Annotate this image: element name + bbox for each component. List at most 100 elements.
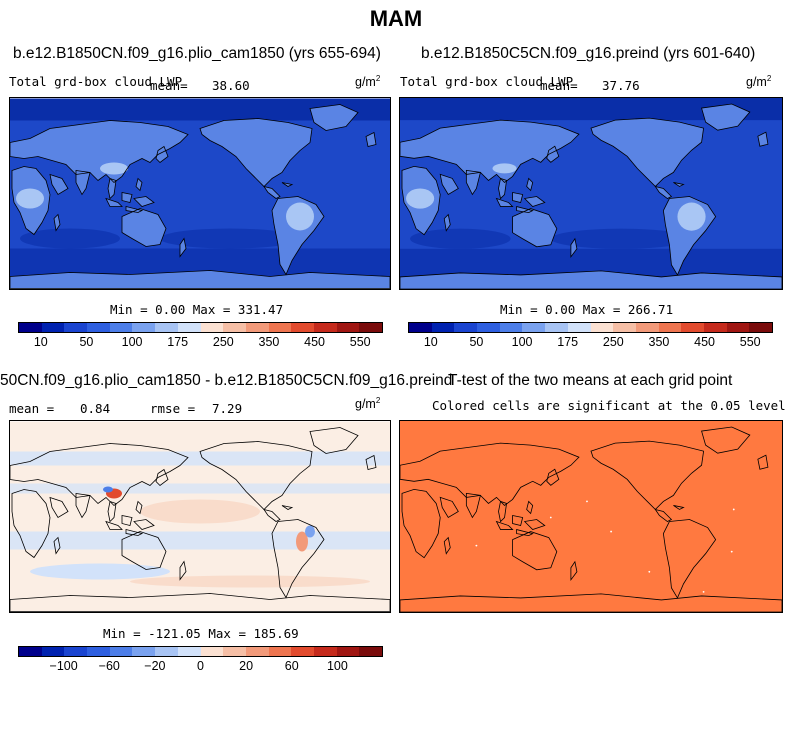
colorbar-box — [477, 323, 500, 332]
panel1-mean-value: 38.60 — [212, 78, 250, 93]
colorbar-tick-label: −60 — [98, 659, 120, 673]
colorbar-tick-label: 350 — [258, 335, 280, 349]
colorbar-box — [109, 647, 133, 656]
panel2-mean-label: mean= — [540, 78, 578, 93]
colorbar-box — [268, 323, 292, 332]
colorbar-box — [336, 647, 360, 656]
panel2-map — [399, 97, 783, 290]
panel2-mean-value: 37.76 — [602, 78, 640, 93]
colorbar-tick-label: 550 — [739, 335, 761, 349]
colorbar-box — [223, 647, 246, 656]
colorbar-box — [41, 323, 65, 332]
colorbar-box — [132, 323, 156, 332]
colorbar-tick-label: 550 — [349, 335, 371, 349]
colorbar-box — [132, 647, 156, 656]
colorbar-box — [613, 323, 636, 332]
colorbar-box — [703, 323, 727, 332]
colorbar-box — [567, 323, 591, 332]
colorbar-tick-label: 175 — [167, 335, 189, 349]
panel2-variable: Total grd-box cloud LWP — [400, 74, 574, 89]
panel1-variable: Total grd-box cloud LWP — [9, 74, 183, 89]
panel4-title: T-test of the two means at each grid poi… — [448, 372, 733, 389]
colorbar-box — [64, 323, 88, 332]
colorbar-box — [431, 323, 455, 332]
colorbar-box — [87, 647, 110, 656]
colorbar-box — [336, 323, 360, 332]
colorbar-box — [177, 323, 201, 332]
panel1-stats: Min = 0.00 Max = 331.47 — [110, 302, 284, 317]
colorbar-box — [545, 323, 568, 332]
colorbar-tick-label: 450 — [694, 335, 715, 349]
colorbar-tick-label: 10 — [33, 335, 48, 349]
panel4-map — [399, 420, 783, 613]
panel3-run-title: 50CN.f09_g16.plio_cam1850 - b.e12.B1850C… — [0, 372, 453, 389]
panel3-mean-value: 0.84 — [80, 401, 111, 416]
panel1-map-svg — [10, 98, 390, 289]
panel2-colorbar — [408, 322, 773, 333]
colorbar-box — [177, 647, 201, 656]
colorbar-box — [19, 323, 42, 332]
colorbar-box — [499, 323, 523, 332]
panel2-map-svg — [400, 98, 782, 289]
colorbar-tick-label: 50 — [79, 335, 94, 349]
colorbar-box — [64, 647, 88, 656]
colorbar-box — [245, 647, 269, 656]
colorbar-box — [749, 323, 772, 332]
figure-title: MAM — [369, 6, 423, 31]
colorbar-box — [155, 323, 178, 332]
colorbar-box — [359, 323, 382, 332]
panel3-map-svg — [10, 421, 390, 612]
panel2-run-title: b.e12.B1850C5CN.f09_g16.preind (yrs 601-… — [421, 45, 756, 62]
colorbar-box — [200, 323, 224, 332]
panel2-stats: Min = 0.00 Max = 266.71 — [500, 302, 674, 317]
colorbar-box — [409, 323, 432, 332]
colorbar-box — [726, 323, 750, 332]
colorbar-box — [658, 323, 682, 332]
colorbar-tick-label: 50 — [469, 335, 484, 349]
colorbar-box — [155, 647, 178, 656]
panel3-stats: Min = -121.05 Max = 185.69 — [103, 626, 299, 641]
panel4-subtitle: Colored cells are significant at the 0.0… — [432, 398, 786, 413]
panel2-units: g/m2 — [746, 74, 772, 90]
colorbar-box — [41, 647, 65, 656]
colorbar-tick-label: 10 — [423, 335, 438, 349]
colorbar-box — [19, 647, 42, 656]
colorbar-tick-label: 350 — [648, 335, 670, 349]
colorbar-box — [522, 323, 546, 332]
colorbar-tick-label: −100 — [49, 659, 78, 673]
colorbar-tick-label: 20 — [239, 659, 254, 673]
panel1-units: g/m2 — [355, 74, 381, 90]
colorbar-tick-label: 175 — [557, 335, 579, 349]
colorbar-box — [681, 323, 704, 332]
colorbar-tick-label: 100 — [511, 335, 533, 349]
colorbar-box — [291, 323, 314, 332]
colorbar-box — [635, 323, 659, 332]
panel3-rmse-label: rmse = — [150, 401, 196, 416]
colorbar-box — [590, 323, 614, 332]
colorbar-tick-label: 250 — [602, 335, 624, 349]
panel3-map — [9, 420, 391, 613]
panel1-run-title: b.e12.B1850CN.f09_g16.plio_cam1850 (yrs … — [13, 45, 381, 62]
panel3-mean-label: mean = — [9, 401, 55, 416]
colorbar-tick-label: 100 — [326, 659, 348, 673]
colorbar-tick-label: 450 — [304, 335, 325, 349]
panel4-map-svg — [400, 421, 782, 612]
colorbar-box — [200, 647, 224, 656]
colorbar-box — [245, 323, 269, 332]
colorbar-tick-label: 250 — [212, 335, 234, 349]
colorbar-box — [268, 647, 292, 656]
panel1-colorbar — [18, 322, 383, 333]
panel3-rmse-value: 7.29 — [212, 401, 243, 416]
colorbar-box — [454, 323, 478, 332]
panel3-units: g/m2 — [355, 396, 381, 412]
panel1-mean-label: mean= — [150, 78, 188, 93]
colorbar-box — [223, 323, 246, 332]
colorbar-box — [359, 647, 382, 656]
colorbar-box — [313, 647, 337, 656]
colorbar-tick-label: 0 — [197, 659, 204, 673]
colorbar-box — [109, 323, 133, 332]
colorbar-box — [87, 323, 110, 332]
colorbar-tick-label: −20 — [144, 659, 166, 673]
colorbar-tick-label: 60 — [284, 659, 299, 673]
panel3-colorbar — [18, 646, 383, 657]
